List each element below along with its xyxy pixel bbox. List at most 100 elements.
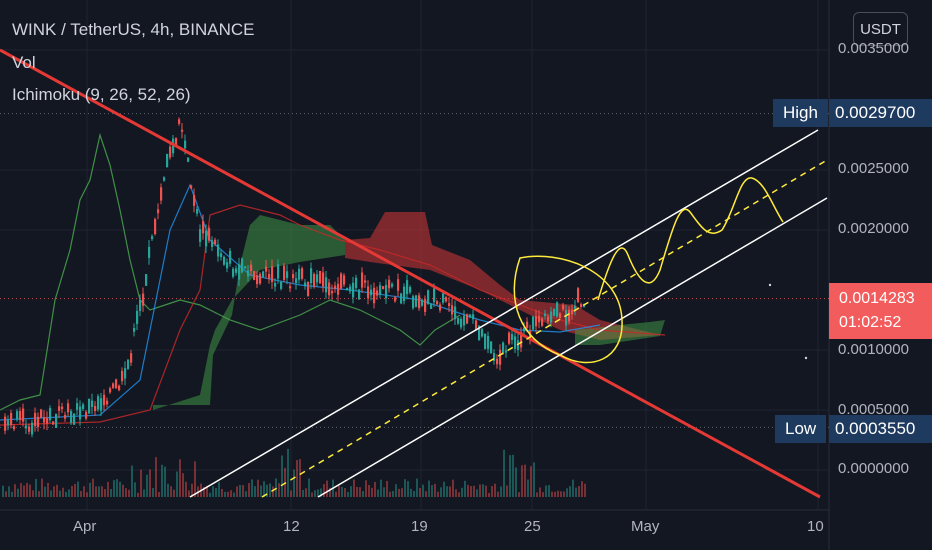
volume-bar — [128, 489, 130, 497]
candle-body — [526, 321, 529, 328]
volume-bar — [224, 491, 226, 497]
volume-bar — [530, 466, 532, 497]
candle-body — [442, 293, 445, 303]
volume-bar — [467, 484, 469, 497]
volume-bar — [62, 487, 64, 497]
volume-bar — [140, 469, 142, 497]
candle-body — [568, 309, 571, 322]
candle-body — [490, 341, 493, 354]
last-price-tag: 0.0014283 01:02:52 — [829, 283, 932, 339]
currency-button[interactable]: USDT — [853, 12, 908, 46]
candle-body — [226, 262, 229, 269]
volume-bar — [521, 465, 523, 497]
volume-bar — [443, 481, 445, 497]
candle-body — [307, 281, 310, 297]
candle-body — [349, 286, 352, 292]
time-tick: 12 — [283, 518, 300, 535]
candle-body — [199, 229, 202, 242]
volume-bar — [299, 459, 301, 497]
volume-bar — [110, 488, 112, 497]
volume-bar — [2, 485, 4, 497]
volume-bar — [38, 491, 40, 497]
channel-upper-line[interactable] — [189, 129, 819, 498]
volume-bar — [17, 488, 19, 497]
candle-body — [115, 379, 118, 389]
candle-body — [457, 318, 460, 324]
volume-bar — [323, 484, 325, 497]
volume-bar — [125, 488, 127, 497]
volume-bar — [236, 486, 238, 497]
candle-body — [559, 313, 562, 319]
candle-body — [202, 221, 205, 234]
ichimoku-indicator-label[interactable]: Ichimoku (9, 26, 52, 26) — [12, 85, 191, 104]
descending-trendline[interactable] — [0, 48, 821, 499]
candle-body — [394, 297, 397, 302]
volume-bar — [557, 490, 559, 497]
volume-bar — [104, 489, 106, 497]
candle-body — [400, 293, 403, 304]
candle-body — [100, 398, 103, 411]
volume-bar — [191, 483, 193, 497]
candle-body — [508, 332, 511, 344]
low-value: 0.0003550 — [829, 415, 932, 443]
ichimoku-leading-span-b — [0, 204, 666, 426]
volume-bar — [98, 486, 100, 497]
volume-bar — [413, 491, 415, 497]
volume-bar — [311, 492, 313, 497]
candle-body — [460, 318, 463, 328]
volume-bar — [68, 489, 70, 497]
candle-body — [322, 272, 325, 287]
projection-path[interactable] — [597, 177, 784, 301]
volume-bar — [344, 488, 346, 497]
volume-bar — [560, 491, 562, 497]
volume-bar — [563, 491, 565, 497]
volume-bar — [356, 486, 358, 497]
highlight-ellipse[interactable] — [513, 255, 623, 364]
volume-indicator-label[interactable]: Vol — [12, 53, 36, 72]
volume-bar — [146, 474, 148, 497]
candle-body — [253, 271, 256, 280]
candle-body — [466, 314, 469, 324]
channel-lower-line[interactable] — [317, 197, 828, 498]
volume-bar — [359, 487, 361, 497]
volume-bar — [584, 483, 586, 497]
volume-bar — [464, 480, 466, 497]
price-tick: 0.0035000 — [838, 40, 909, 57]
symbol-title: WINK / TetherUS, 4h, BINANCE — [12, 20, 255, 39]
channel-mid-line[interactable] — [261, 159, 828, 498]
candle-body — [235, 268, 238, 273]
volume-bar — [449, 486, 451, 497]
volume-bar — [47, 482, 49, 497]
volume-bar — [428, 480, 430, 497]
volume-bar — [290, 490, 292, 497]
volume-bar — [326, 480, 328, 497]
candle-body — [313, 273, 316, 287]
candle-body — [265, 266, 268, 272]
volume-bar — [185, 481, 187, 497]
candle-body — [67, 403, 70, 413]
volume-bar — [500, 486, 502, 497]
volume-bar — [551, 491, 553, 497]
volume-bar — [215, 487, 217, 497]
volume-bar — [347, 492, 349, 497]
volume-bar — [512, 454, 514, 497]
volume-bar — [206, 485, 208, 497]
candle-body — [475, 320, 478, 330]
candle-body — [229, 250, 232, 264]
volume-bar — [581, 481, 583, 497]
candle-body — [73, 413, 76, 425]
candle-body — [553, 308, 556, 316]
volume-bar — [488, 492, 490, 497]
volume-bar — [314, 490, 316, 497]
candle-body — [364, 280, 367, 283]
volume-bar — [254, 486, 256, 497]
volume-bar — [542, 492, 544, 497]
candle-body — [163, 177, 166, 181]
volume-bar — [227, 491, 229, 497]
candle-body — [259, 273, 262, 284]
volume-bar — [83, 486, 85, 497]
volume-bar — [188, 490, 190, 497]
candle-body — [304, 282, 307, 287]
